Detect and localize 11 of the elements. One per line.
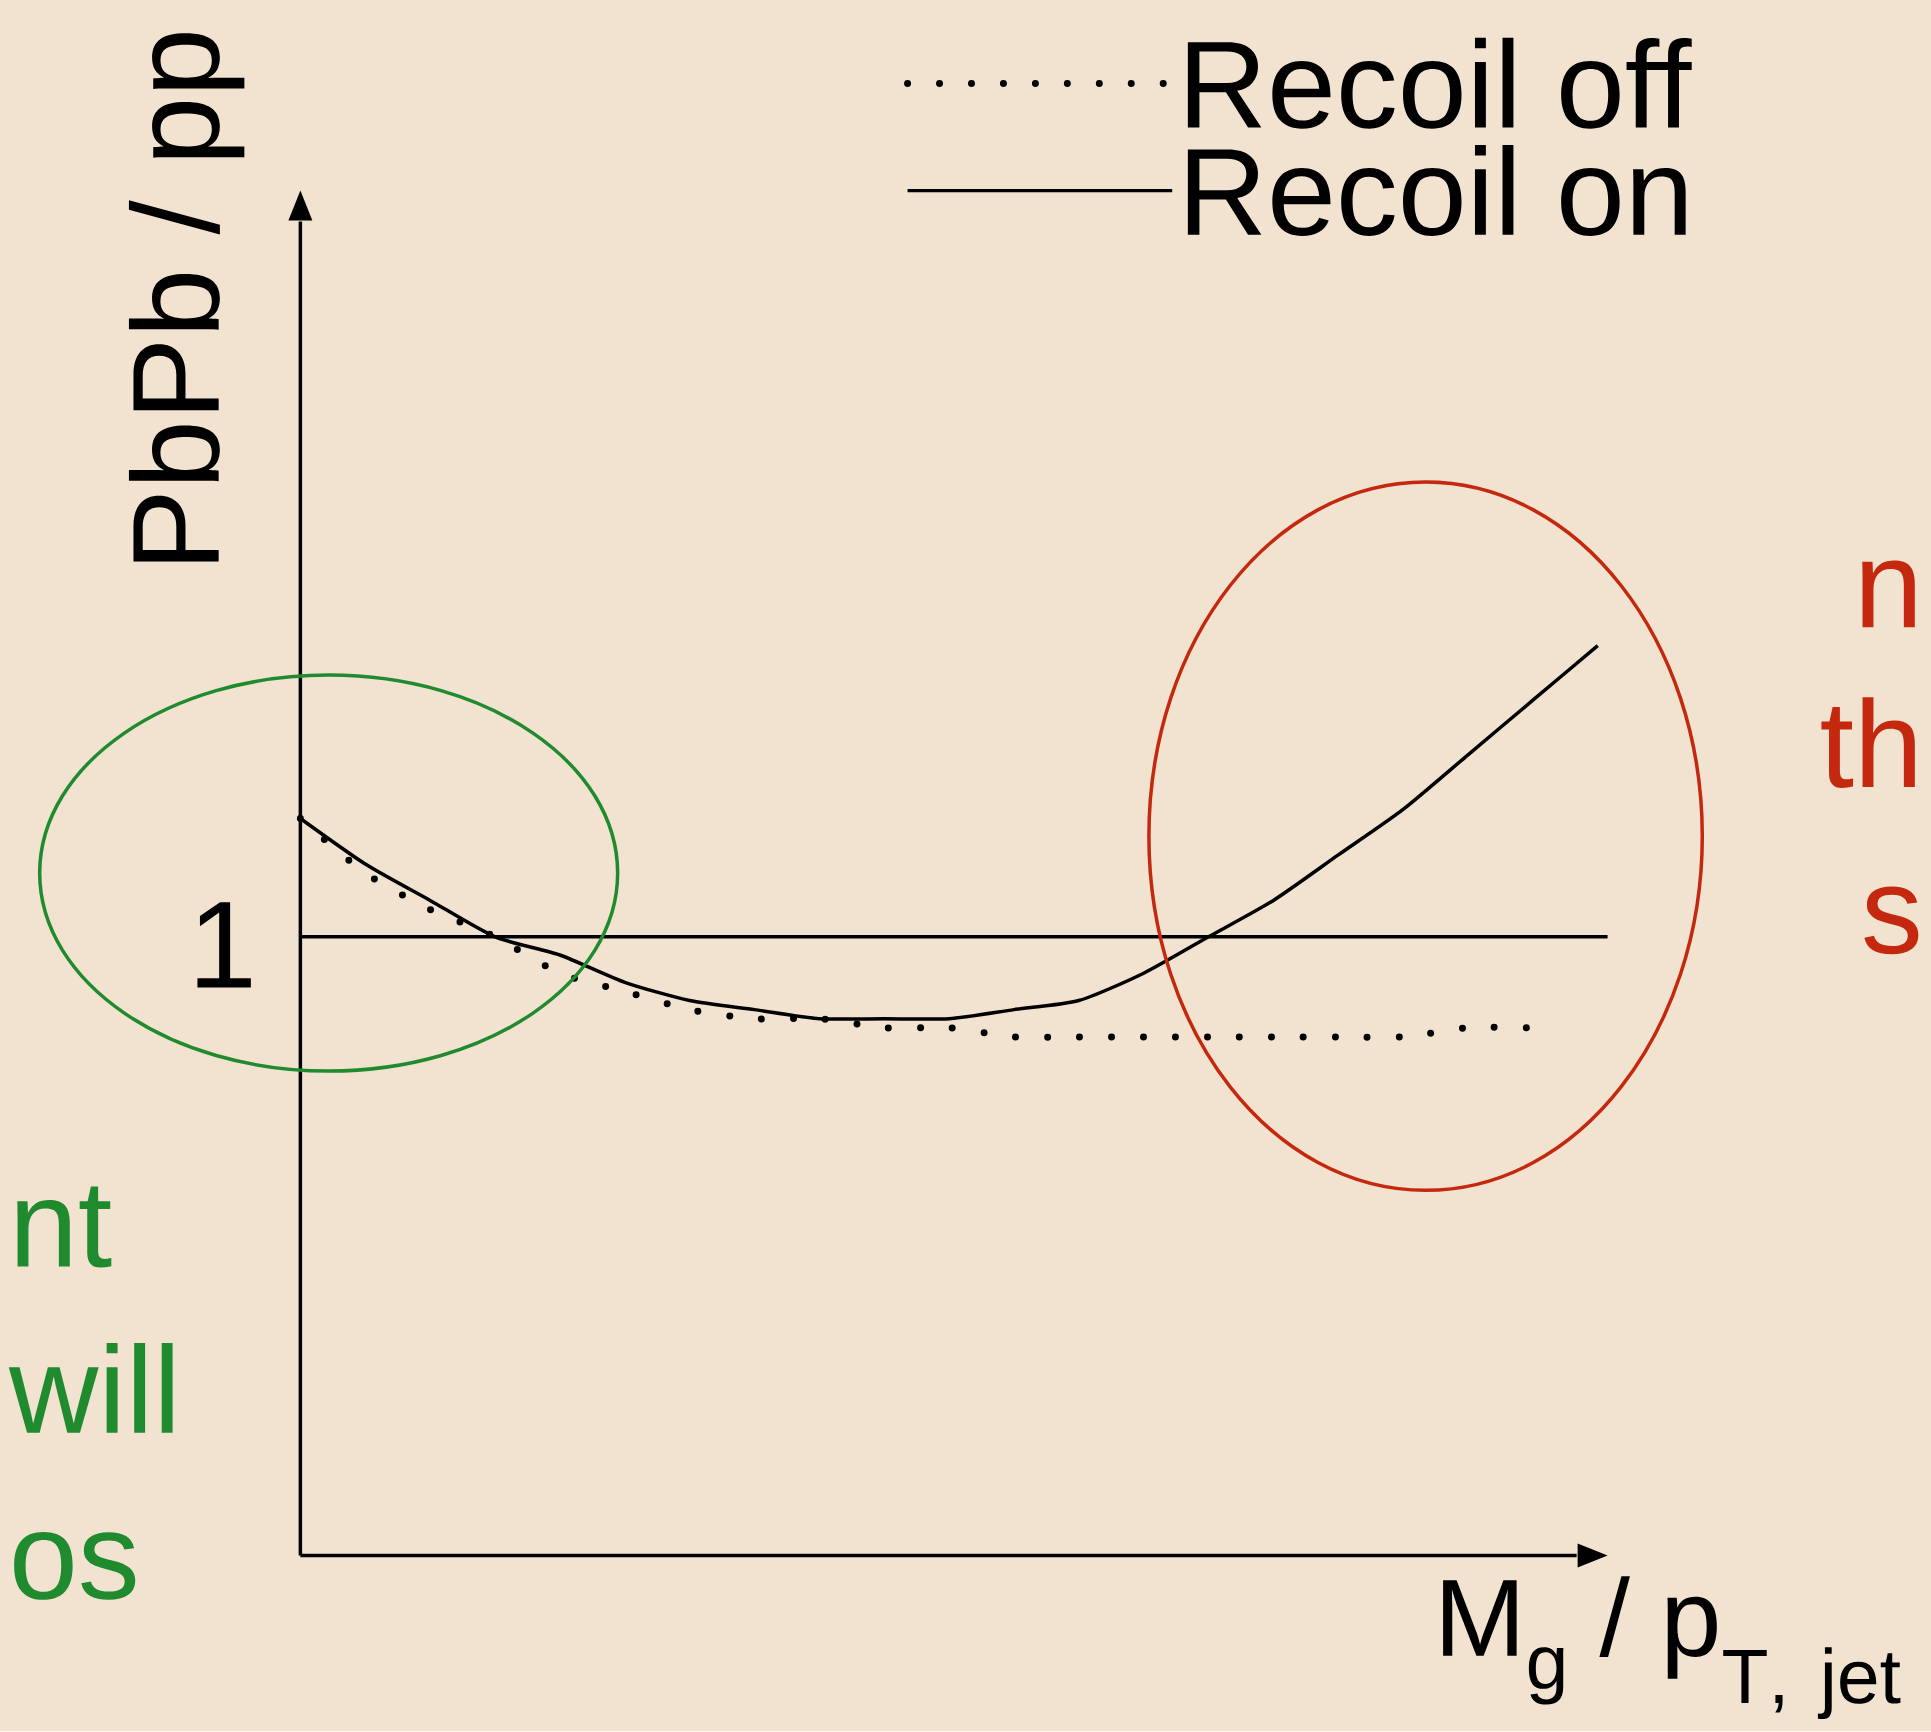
legend-label: Recoil off: [1187, 38, 1692, 129]
text: nt: [17, 1186, 112, 1268]
legend-label: Recoil on: [1187, 145, 1686, 237]
ref-line-label: 1: [197, 902, 251, 988]
x-axis-title: $\mathrm{M_{g}}\hbox{ / }\mathrm{p}_{\mathrm{T}\hbox{\fontsize{75}{80}\selectfont ,}\mathrm{\ jet}}$: [1443, 1576, 1901, 1720]
text: th: [1821, 697, 1915, 789]
text: s: [1864, 886, 1919, 955]
text: will: [8, 1343, 173, 1433]
text: os: [14, 1532, 136, 1601]
text: n: [1862, 560, 1915, 628]
y-axis-title: PbPb / pp: [128, 33, 245, 562]
